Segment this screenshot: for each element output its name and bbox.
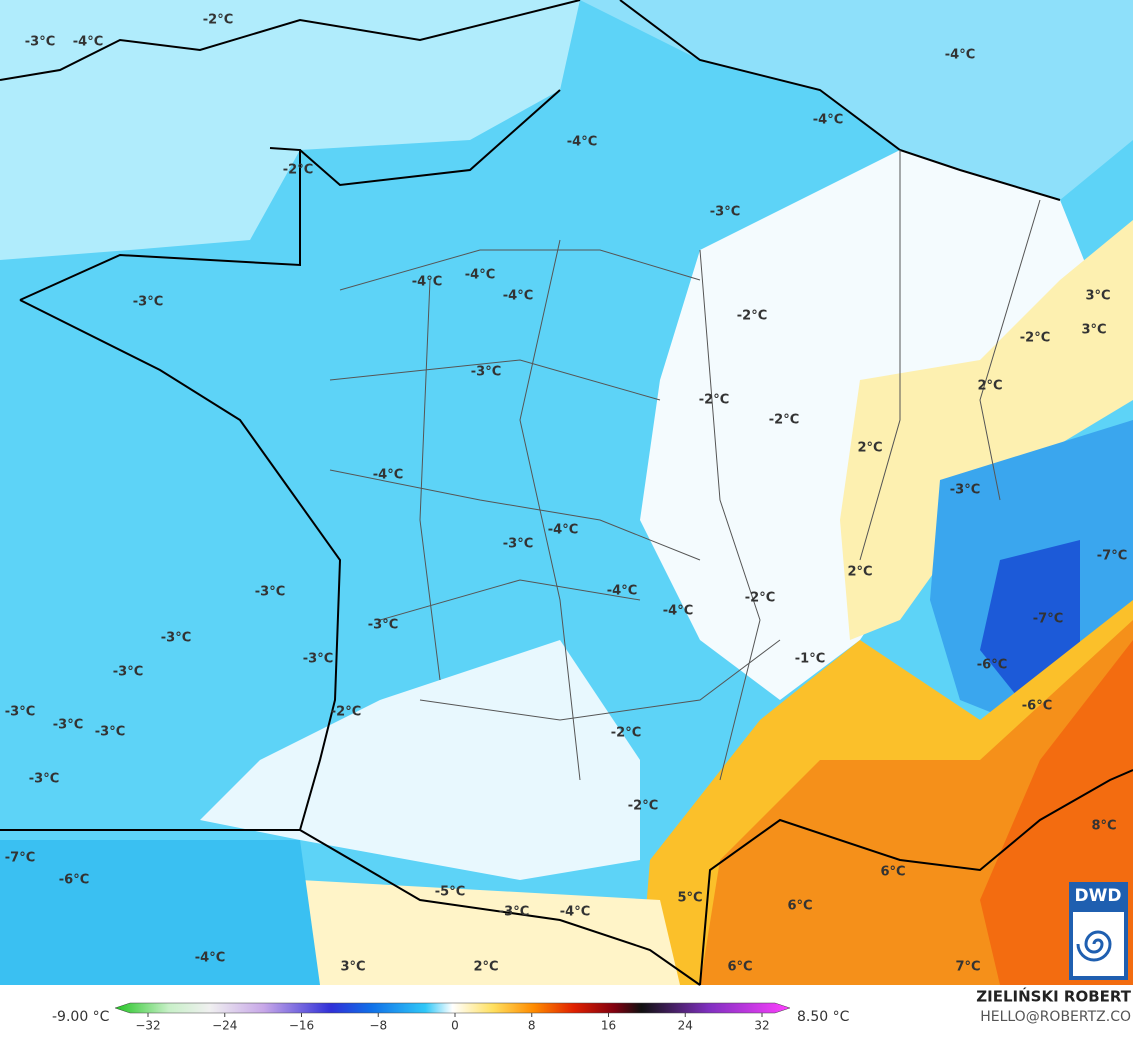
temperature-label: -4°C [607, 584, 637, 599]
temperature-label: -2°C [628, 799, 658, 814]
temperature-label: -4°C [73, 35, 103, 50]
temperature-label: -3°C [950, 483, 980, 498]
temperature-label: -7°C [1033, 612, 1063, 627]
temperature-label: -7°C [5, 851, 35, 866]
logo-swirl [1076, 930, 1112, 962]
temperature-label: -3°C [53, 718, 83, 733]
temperature-label: 3°C [1085, 289, 1110, 304]
temperature-label: -3°C [161, 631, 191, 646]
temperature-label: -1°C [795, 652, 825, 667]
temperature-label: 6°C [727, 960, 752, 975]
temperature-label: 2°C [473, 960, 498, 975]
temperature-label: 6°C [880, 865, 905, 880]
temperature-label: 3°C [1081, 323, 1106, 338]
temperature-label: 8°C [1091, 819, 1116, 834]
temperature-label: -6°C [59, 873, 89, 888]
colorbar-tick-label: −24 [212, 1019, 237, 1033]
logo-text: DWD [1075, 886, 1122, 906]
temperature-label: -3°C [503, 537, 533, 552]
north-east [580, 0, 1133, 200]
temperature-label: -2°C [699, 393, 729, 408]
temperature-label: -3°C [133, 295, 163, 310]
colorbar-tick-label: 8 [528, 1019, 536, 1033]
temperature-label: -3°C [5, 705, 35, 720]
alps-dark [980, 540, 1080, 700]
colorbar-tick-label: 0 [451, 1019, 459, 1033]
temperature-label: -2°C [611, 726, 641, 741]
temperature-label: -4°C [945, 48, 975, 63]
temperature-label: -3°C [29, 772, 59, 787]
colorbar-tick-label: 24 [678, 1019, 693, 1033]
temperature-label: 3°C [340, 960, 365, 975]
temperature-label: 2°C [977, 379, 1002, 394]
temperature-label: -2°C [1020, 331, 1050, 346]
temperature-label: -4°C [567, 135, 597, 150]
temperature-label: -3°C [303, 652, 333, 667]
logo-inner [1073, 912, 1124, 976]
colorbar-tick-label: −8 [369, 1019, 387, 1033]
temperature-label: -6°C [1022, 699, 1052, 714]
temperature-label: -2°C [745, 591, 775, 606]
temperature-label: -3°C [25, 35, 55, 50]
temperature-label: -2°C [769, 413, 799, 428]
temperature-label: -2°C [283, 163, 313, 178]
temperature-label: -3°C [710, 205, 740, 220]
temperature-label: 5°C [677, 891, 702, 906]
temperature-label: 6°C [787, 899, 812, 914]
colorbar-tick-label: 32 [754, 1019, 769, 1033]
temperature-label: -2°C [203, 13, 233, 28]
legend-max: 8.50 °C [797, 1009, 850, 1025]
map: -2°C -3°C -4°C -4°C -4°C -4°C -2°C -3°C -4°C -4°C… [0, 0, 1133, 986]
temperature-label: -3°C [95, 725, 125, 740]
temperature-label: -3°C [113, 665, 143, 680]
legend-min: -9.00 °C [52, 1009, 110, 1025]
temperature-label: -4°C [373, 468, 403, 483]
coastline [0, 0, 1133, 986]
colorbar-bar [114, 1002, 791, 1014]
temperature-label: 2°C [857, 441, 882, 456]
borders [329, 150, 1041, 781]
temperature-label: -2°C [331, 705, 361, 720]
temperature-label: -4°C [663, 604, 693, 619]
temperature-label: -5°C [435, 885, 465, 900]
temperature-label: -3°C [255, 585, 285, 600]
sw-blue [0, 840, 320, 985]
temperature-label: -4°C [813, 113, 843, 128]
temperature-label: -3°C [368, 618, 398, 633]
author: ZIELIŃSKI ROBERT [976, 987, 1131, 1006]
colorbar-tick-label: −32 [135, 1019, 160, 1033]
temperature-label: -3°C [499, 905, 529, 920]
email: HELLO@ROBERTZ.CO [980, 1009, 1131, 1025]
temperature-label: -3°C [471, 365, 501, 380]
temperature-label: -2°C [737, 309, 767, 324]
spain-yellow [300, 880, 680, 985]
temperature-label: -4°C [465, 268, 495, 283]
temperature-label: 7°C [955, 960, 980, 975]
sea-light [0, 0, 580, 260]
south-west-white [200, 640, 640, 880]
temperature-label: -4°C [412, 275, 442, 290]
temperature-label: 2°C [847, 565, 872, 580]
temperature-label: -7°C [1097, 549, 1127, 564]
temperature-label: -6°C [977, 658, 1007, 673]
temperature-label: -4°C [548, 523, 578, 538]
temperature-label: -4°C [503, 289, 533, 304]
dwd-logo: DWD [1069, 882, 1128, 980]
colorbar-tick-label: −16 [289, 1019, 314, 1033]
colorbar-tick-label: 16 [601, 1019, 616, 1033]
colorbar: -9.00 °C 8.50 °C −32 −24 −16 −8 0 8 16 24 32 [52, 1002, 850, 1033]
temperature-label: -4°C [560, 905, 590, 920]
temperature-label: -4°C [195, 951, 225, 966]
